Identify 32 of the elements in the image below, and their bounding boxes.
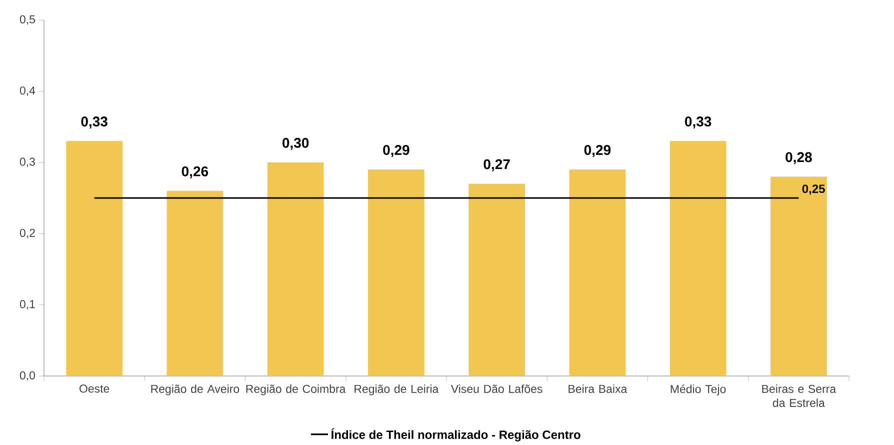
bar: [770, 176, 827, 376]
bar: [569, 170, 626, 376]
y-tick-label: 0,4: [20, 86, 36, 96]
x-tick-label: Beiras e Serra da Estrela: [762, 384, 836, 407]
y-tick-label: 0,3: [20, 158, 35, 168]
x-tick-label: Oeste: [80, 384, 110, 393]
bar: [267, 162, 324, 376]
data-label: 0,27: [484, 159, 510, 172]
x-tick-label: Médio Tejo: [670, 384, 726, 396]
y-tick-label: 0,2: [20, 228, 35, 238]
data-label: 0,33: [81, 116, 108, 129]
x-tick-label: Região de Leiria: [354, 384, 439, 396]
y-tick-label: 0,0: [20, 371, 36, 381]
bar: [468, 184, 525, 376]
data-label: 0,29: [584, 145, 611, 157]
data-label: 0,25: [802, 184, 825, 195]
data-label: 0,26: [182, 166, 208, 178]
bar: [368, 170, 424, 376]
data-label: 0,33: [684, 116, 712, 129]
x-tick-label: Viseu Dão Lafões: [450, 384, 542, 393]
x-tick-label: Região de Aveiro: [151, 384, 240, 396]
data-label: 0,29: [383, 145, 410, 157]
x-tick-label: Região de Coimbra: [246, 384, 346, 396]
bar: [670, 141, 726, 376]
bar: [66, 141, 122, 376]
y-tick-label: 0,1: [20, 300, 35, 310]
data-label: 0,28: [786, 152, 812, 164]
x-tick-label: Beira Baixa: [568, 384, 628, 393]
data-label: 0,30: [282, 138, 309, 150]
y-tick-label: 0,5: [20, 15, 35, 25]
bar: [166, 190, 224, 376]
legend-label: Índice de Theil normalizado - Região Centro: [331, 428, 580, 442]
